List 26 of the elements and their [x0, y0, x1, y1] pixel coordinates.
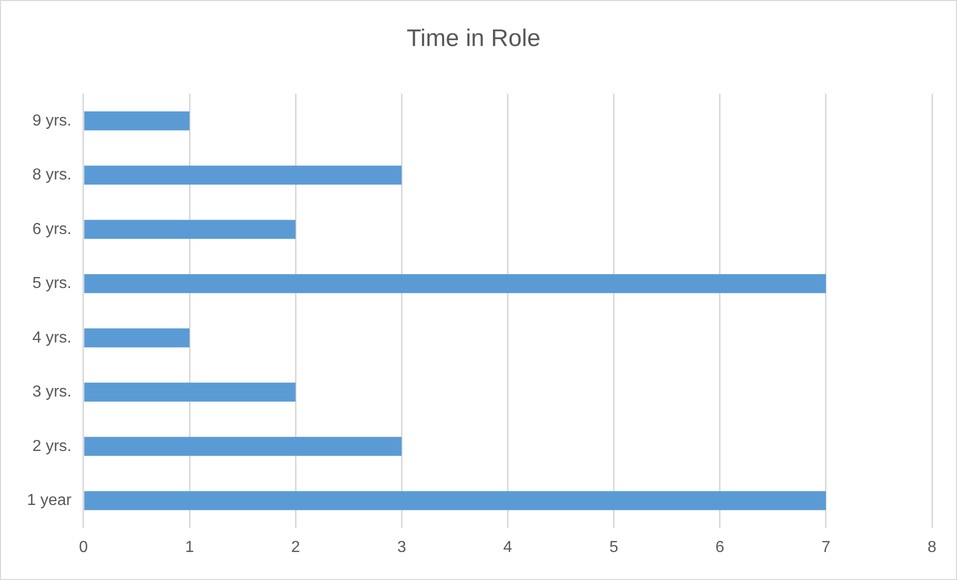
bar: [84, 166, 402, 185]
bar: [84, 111, 190, 130]
x-tick-label: 7: [821, 538, 830, 556]
bar: [84, 220, 296, 239]
bar: [84, 328, 190, 348]
x-tick-label: 0: [79, 538, 88, 556]
chart-title: Time in Role: [406, 25, 540, 52]
y-tick-label: 4 yrs.: [32, 329, 72, 346]
x-tick-label: 4: [503, 538, 512, 556]
y-tick-label: 3 yrs.: [32, 384, 72, 401]
y-tick-label: 6 yrs.: [32, 220, 72, 238]
x-tick-label: 8: [928, 538, 937, 556]
x-tick-label: 1: [185, 538, 194, 556]
x-tick-label: 6: [715, 538, 724, 556]
x-tick-label: 2: [291, 538, 300, 556]
bar: [84, 274, 826, 294]
x-tick-label: 5: [609, 538, 618, 556]
y-tick-label: 8 yrs.: [32, 166, 72, 184]
y-tick-label: 5 yrs.: [32, 275, 72, 292]
x-tick-label: 3: [397, 538, 406, 556]
y-tick-label: 2 yrs.: [32, 438, 72, 455]
y-tick-label: 9 yrs.: [32, 112, 72, 130]
bar: [84, 436, 402, 456]
bar: [84, 491, 826, 510]
bar: [84, 382, 296, 402]
y-tick-label: 1 year: [27, 492, 72, 510]
